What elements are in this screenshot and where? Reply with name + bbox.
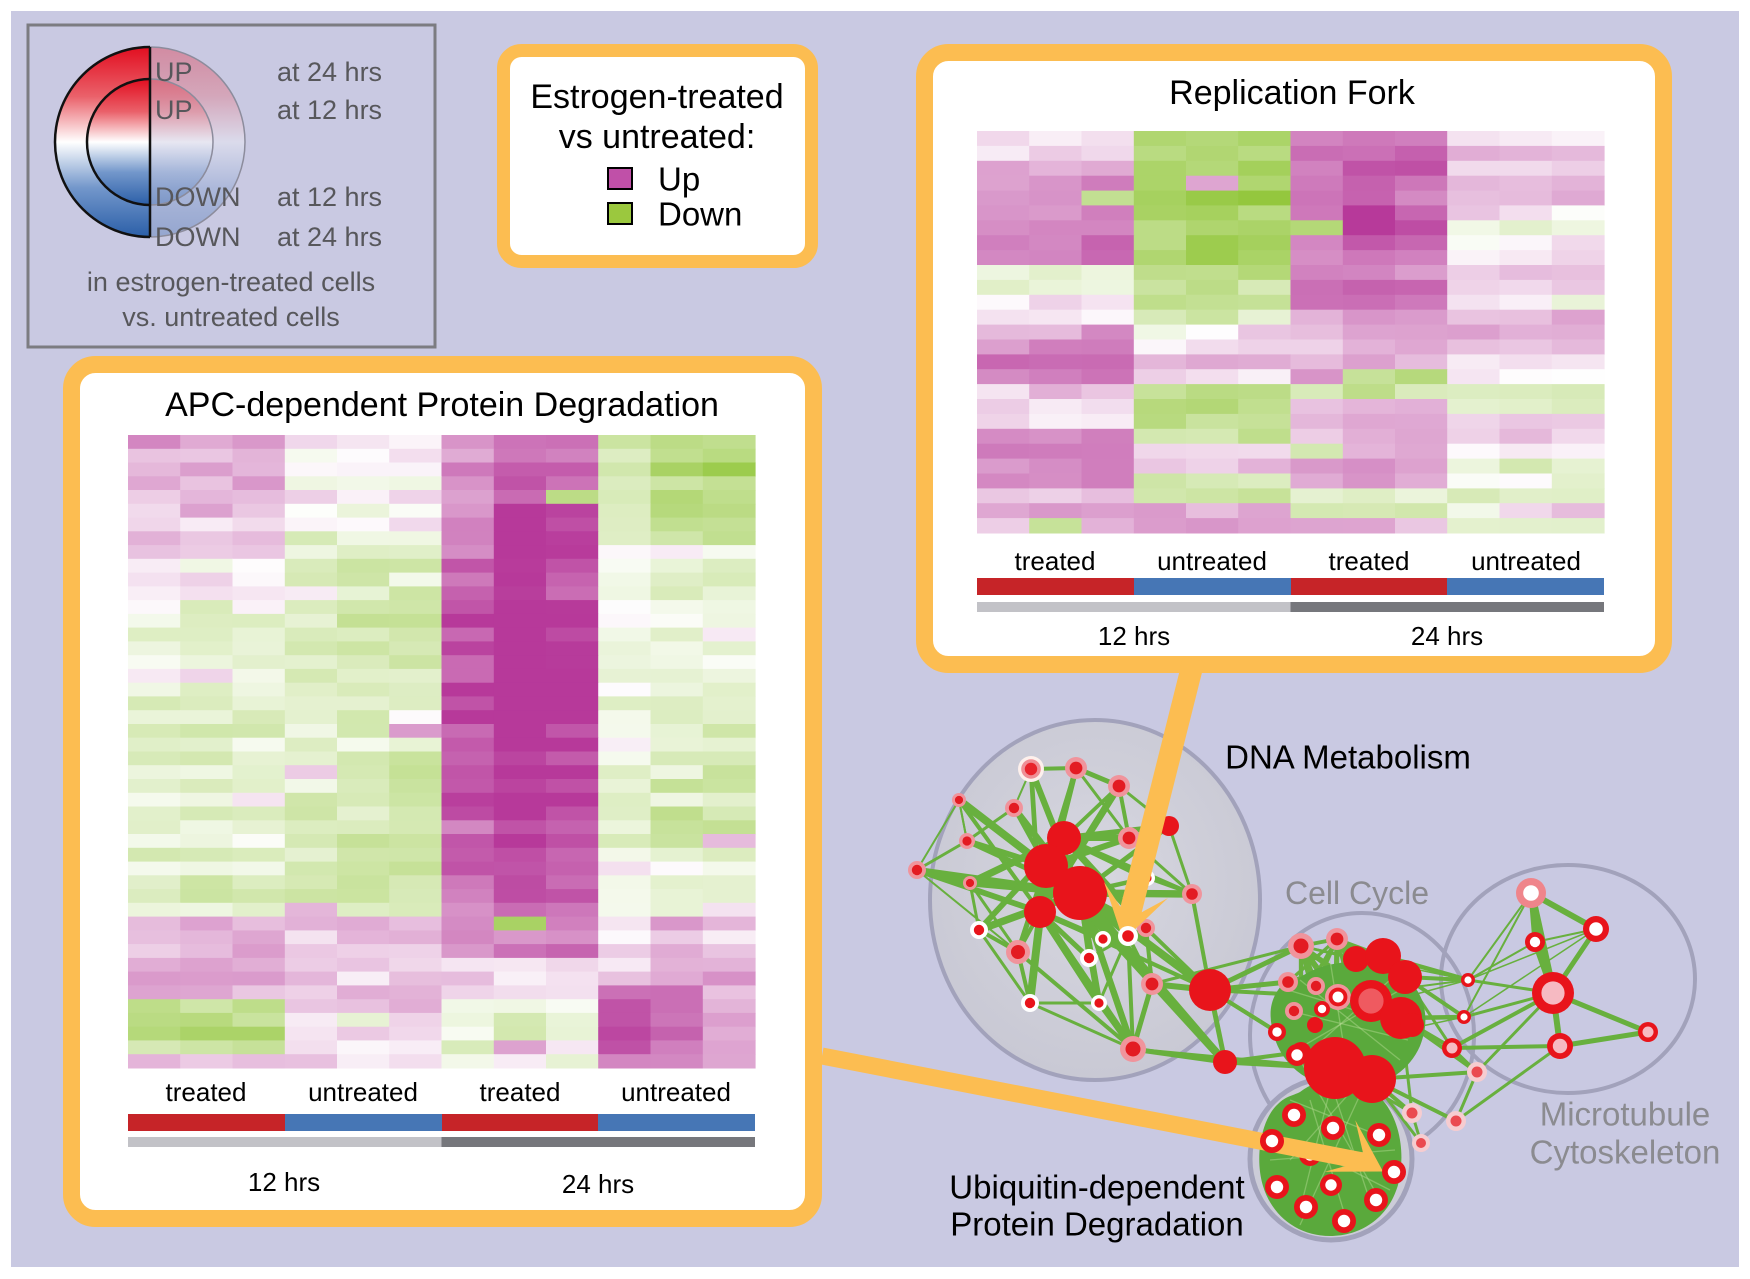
svg-text:DNA Metabolism: DNA Metabolism xyxy=(1225,739,1471,776)
svg-text:untreated: untreated xyxy=(1157,546,1267,576)
svg-text:Estrogen-treated: Estrogen-treated xyxy=(530,78,783,116)
svg-text:Down: Down xyxy=(658,196,742,233)
svg-text:Cell Cycle: Cell Cycle xyxy=(1285,875,1429,911)
svg-text:at 12 hrs: at 12 hrs xyxy=(277,95,382,125)
svg-text:DOWN: DOWN xyxy=(155,222,240,252)
svg-text:Up: Up xyxy=(658,161,700,198)
svg-text:treated: treated xyxy=(480,1077,561,1107)
svg-text:Protein Degradation: Protein Degradation xyxy=(950,1206,1244,1243)
svg-text:vs. untreated cells: vs. untreated cells xyxy=(122,302,340,332)
svg-text:treated: treated xyxy=(1015,546,1096,576)
svg-text:at 12 hrs: at 12 hrs xyxy=(277,182,382,212)
svg-text:Cytoskeleton: Cytoskeleton xyxy=(1530,1134,1721,1171)
svg-text:treated: treated xyxy=(1329,546,1410,576)
svg-text:APC-dependent Protein Degradat: APC-dependent Protein Degradation xyxy=(165,386,719,424)
svg-text:UP: UP xyxy=(155,57,193,87)
svg-text:12 hrs: 12 hrs xyxy=(1098,621,1170,651)
svg-text:at 24 hrs: at 24 hrs xyxy=(277,57,382,87)
svg-text:vs untreated:: vs untreated: xyxy=(559,118,756,156)
svg-text:untreated: untreated xyxy=(1471,546,1581,576)
svg-text:Microtubule: Microtubule xyxy=(1540,1096,1711,1133)
svg-text:Ubiquitin-dependent: Ubiquitin-dependent xyxy=(949,1169,1244,1206)
svg-text:DOWN: DOWN xyxy=(155,182,240,212)
svg-text:treated: treated xyxy=(166,1077,247,1107)
svg-text:untreated: untreated xyxy=(621,1077,731,1107)
svg-text:untreated: untreated xyxy=(308,1077,418,1107)
svg-text:24 hrs: 24 hrs xyxy=(562,1169,634,1199)
svg-text:12 hrs: 12 hrs xyxy=(248,1167,320,1197)
svg-text:in estrogen-treated cells: in estrogen-treated cells xyxy=(87,267,375,297)
svg-text:Replication Fork: Replication Fork xyxy=(1169,74,1416,112)
svg-text:24 hrs: 24 hrs xyxy=(1411,621,1483,651)
svg-text:at 24 hrs: at 24 hrs xyxy=(277,222,382,252)
svg-text:UP: UP xyxy=(155,95,193,125)
